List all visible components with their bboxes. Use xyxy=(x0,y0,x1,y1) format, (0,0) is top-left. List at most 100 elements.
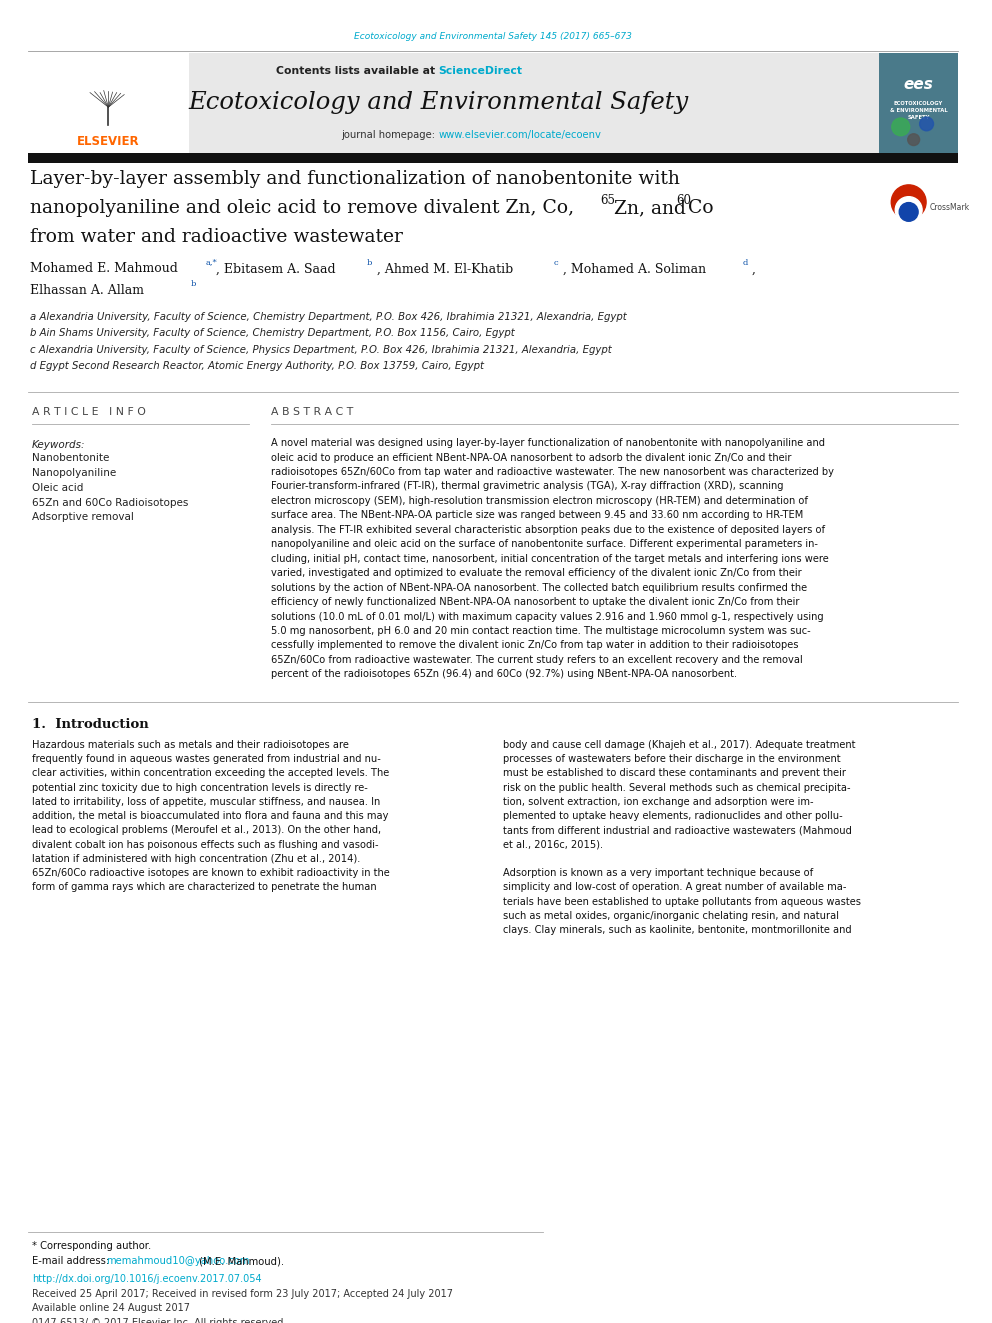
Text: CrossMark: CrossMark xyxy=(930,204,970,213)
Text: b: b xyxy=(367,258,372,266)
Text: electron microscopy (SEM), high-resolution transmission electron microscopy (HR-: electron microscopy (SEM), high-resoluti… xyxy=(272,496,808,505)
Text: radioisotopes 65Zn/60Co from tap water and radioactive wastewater. The new nanos: radioisotopes 65Zn/60Co from tap water a… xyxy=(272,467,834,478)
Text: divalent cobalt ion has poisonous effects such as flushing and vasodi-: divalent cobalt ion has poisonous effect… xyxy=(32,840,378,849)
Text: clear activities, within concentration exceeding the accepted levels. The: clear activities, within concentration e… xyxy=(32,769,389,778)
Text: simplicity and low-cost of operation. A great number of available ma-: simplicity and low-cost of operation. A … xyxy=(503,882,846,893)
Text: lated to irritability, loss of appetite, muscular stiffness, and nausea. In: lated to irritability, loss of appetite,… xyxy=(32,796,380,807)
Text: 65Zn/60Co from radioactive wastewater. The current study refers to an excellent : 65Zn/60Co from radioactive wastewater. T… xyxy=(272,655,804,665)
Text: risk on the public health. Several methods such as chemical precipita-: risk on the public health. Several metho… xyxy=(503,783,851,792)
Text: must be established to discard these contaminants and prevent their: must be established to discard these con… xyxy=(503,769,846,778)
Text: lead to ecological problems (Meroufel et al., 2013). On the other hand,: lead to ecological problems (Meroufel et… xyxy=(32,826,381,835)
Text: b: b xyxy=(190,280,196,288)
Text: ECOTOXICOLOGY
& ENVIRONMENTAL
SAFETY: ECOTOXICOLOGY & ENVIRONMENTAL SAFETY xyxy=(890,101,947,119)
Bar xyxy=(28,153,958,163)
Text: Ecotoxicology and Environmental Safety 145 (2017) 665–673: Ecotoxicology and Environmental Safety 1… xyxy=(354,32,632,41)
Text: nanopolyaniline and oleic acid to remove divalent Zn, Co,: nanopolyaniline and oleic acid to remove… xyxy=(30,198,574,217)
Text: Layer-by-layer assembly and functionalization of nanobentonite with: Layer-by-layer assembly and functionaliz… xyxy=(30,169,680,188)
Text: solutions (10.0 mL of 0.01 mol/L) with maximum capacity values 2.916 and 1.960 m: solutions (10.0 mL of 0.01 mol/L) with m… xyxy=(272,611,824,622)
Text: ELSEVIER: ELSEVIER xyxy=(77,135,140,148)
Text: from water and radioactive wastewater: from water and radioactive wastewater xyxy=(30,228,403,246)
Text: , Mohamed A. Soliman: , Mohamed A. Soliman xyxy=(562,262,706,275)
Text: surface area. The NBent-NPA-OA particle size was ranged between 9.45 and 33.60 n: surface area. The NBent-NPA-OA particle … xyxy=(272,511,804,520)
Text: * Corresponding author.: * Corresponding author. xyxy=(32,1241,151,1252)
Text: Keywords:: Keywords: xyxy=(32,441,85,450)
Text: plemented to uptake heavy elements, radionuclides and other pollu-: plemented to uptake heavy elements, radi… xyxy=(503,811,843,822)
Text: potential zinc toxicity due to high concentration levels is directly re-: potential zinc toxicity due to high conc… xyxy=(32,783,368,792)
Text: percent of the radioisotopes 65Zn (96.4) and 60Co (92.7%) using NBent-NPA-OA nan: percent of the radioisotopes 65Zn (96.4)… xyxy=(272,669,737,680)
Text: analysis. The FT-IR exhibited several characteristic absorption peaks due to the: analysis. The FT-IR exhibited several ch… xyxy=(272,525,825,534)
Text: Fourier-transform-infrared (FT-IR), thermal gravimetric analysis (TGA), X-ray di: Fourier-transform-infrared (FT-IR), ther… xyxy=(272,482,784,491)
Text: a Alexandria University, Faculty of Science, Chemistry Department, P.O. Box 426,: a Alexandria University, Faculty of Scie… xyxy=(30,312,627,321)
Text: 0147-6513/ © 2017 Elsevier Inc. All rights reserved.: 0147-6513/ © 2017 Elsevier Inc. All righ… xyxy=(32,1318,286,1323)
Text: varied, investigated and optimized to evaluate the removal efficiency of the div: varied, investigated and optimized to ev… xyxy=(272,568,803,578)
Bar xyxy=(28,53,188,153)
Circle shape xyxy=(908,134,920,146)
Text: 1.  Introduction: 1. Introduction xyxy=(32,718,149,732)
Text: Adsorption is known as a very important technique because of: Adsorption is known as a very important … xyxy=(503,868,813,878)
Text: Oleic acid: Oleic acid xyxy=(32,483,83,492)
Text: www.elsevier.com/locate/ecoenv: www.elsevier.com/locate/ecoenv xyxy=(438,130,601,140)
Text: Available online 24 August 2017: Available online 24 August 2017 xyxy=(32,1303,189,1314)
Text: terials have been established to uptake pollutants from aqueous wastes: terials have been established to uptake … xyxy=(503,897,861,906)
Text: c Alexandria University, Faculty of Science, Physics Department, P.O. Box 426, I: c Alexandria University, Faculty of Scie… xyxy=(30,344,612,355)
Text: nanopolyaniline and oleic acid on the surface of nanobentonite surface. Differen: nanopolyaniline and oleic acid on the su… xyxy=(272,540,818,549)
Circle shape xyxy=(920,116,933,131)
Text: , Ahmed M. El-Khatib: , Ahmed M. El-Khatib xyxy=(377,262,513,275)
Text: Received 25 April 2017; Received in revised form 23 July 2017; Accepted 24 July : Received 25 April 2017; Received in revi… xyxy=(32,1289,452,1299)
Text: ScienceDirect: ScienceDirect xyxy=(438,66,523,75)
Text: oleic acid to produce an efficient NBent-NPA-OA nanosorbent to adsorb the divale: oleic acid to produce an efficient NBent… xyxy=(272,452,792,463)
Text: et al., 2016c, 2015).: et al., 2016c, 2015). xyxy=(503,840,603,849)
Text: efficiency of newly functionalized NBent-NPA-OA nanosorbent to uptake the divale: efficiency of newly functionalized NBent… xyxy=(272,597,800,607)
Text: tants from different industrial and radioactive wastewaters (Mahmoud: tants from different industrial and radi… xyxy=(503,826,852,835)
Text: form of gamma rays which are characterized to penetrate the human: form of gamma rays which are characteriz… xyxy=(32,882,376,893)
Text: addition, the metal is bioaccumulated into flora and fauna and this may: addition, the metal is bioaccumulated in… xyxy=(32,811,388,822)
Text: A novel material was designed using layer-by-layer functionalization of nanobent: A novel material was designed using laye… xyxy=(272,438,825,448)
Text: Elhassan A. Allam: Elhassan A. Allam xyxy=(30,284,144,298)
Text: Hazardous materials such as metals and their radioisotopes are: Hazardous materials such as metals and t… xyxy=(32,740,349,750)
Text: ,: , xyxy=(752,262,756,275)
Text: A B S T R A C T: A B S T R A C T xyxy=(272,406,354,417)
Text: http://dx.doi.org/10.1016/j.ecoenv.2017.07.054: http://dx.doi.org/10.1016/j.ecoenv.2017.… xyxy=(32,1274,262,1283)
Circle shape xyxy=(899,202,919,221)
Text: cluding, initial pH, contact time, nanosorbent, initial concentration of the tar: cluding, initial pH, contact time, nanos… xyxy=(272,554,829,564)
Text: 65: 65 xyxy=(600,193,615,206)
Text: 65Zn and 60Co Radioisotopes: 65Zn and 60Co Radioisotopes xyxy=(32,497,188,508)
Text: (M.E. Mahmoud).: (M.E. Mahmoud). xyxy=(195,1257,284,1266)
Text: cessfully implemented to remove the divalent ionic Zn/Co from tap water in addit: cessfully implemented to remove the diva… xyxy=(272,640,799,651)
Text: a,*: a,* xyxy=(205,258,217,266)
Text: latation if administered with high concentration (Zhu et al., 2014).: latation if administered with high conce… xyxy=(32,853,360,864)
Text: 5.0 mg nanosorbent, pH 6.0 and 20 min contact reaction time. The multistage micr: 5.0 mg nanosorbent, pH 6.0 and 20 min co… xyxy=(272,626,811,636)
Text: E-mail address:: E-mail address: xyxy=(32,1257,112,1266)
Circle shape xyxy=(892,118,910,136)
Text: , Ebitasem A. Saad: , Ebitasem A. Saad xyxy=(215,262,335,275)
Circle shape xyxy=(895,197,923,224)
Text: Ecotoxicology and Environmental Safety: Ecotoxicology and Environmental Safety xyxy=(188,91,688,114)
Text: solutions by the action of NBent-NPA-OA nanosorbent. The collected batch equilib: solutions by the action of NBent-NPA-OA … xyxy=(272,582,807,593)
Circle shape xyxy=(891,185,927,220)
Text: Zn, and: Zn, and xyxy=(614,198,692,217)
Text: processes of wastewaters before their discharge in the environment: processes of wastewaters before their di… xyxy=(503,754,840,765)
Text: 60: 60 xyxy=(676,193,691,206)
Text: such as metal oxides, organic/inorganic chelating resin, and natural: such as metal oxides, organic/inorganic … xyxy=(503,912,839,921)
Text: d Egypt Second Research Reactor, Atomic Energy Authority, P.O. Box 13759, Cairo,: d Egypt Second Research Reactor, Atomic … xyxy=(30,361,484,370)
Text: b Ain Shams University, Faculty of Science, Chemistry Department, P.O. Box 1156,: b Ain Shams University, Faculty of Scien… xyxy=(30,328,515,339)
Bar xyxy=(28,53,958,153)
Text: Nanopolyaniline: Nanopolyaniline xyxy=(32,468,116,478)
Text: Nanobentonite: Nanobentonite xyxy=(32,454,109,463)
Text: Adsorptive removal: Adsorptive removal xyxy=(32,512,134,523)
Text: clays. Clay minerals, such as kaolinite, bentonite, montmorillonite and: clays. Clay minerals, such as kaolinite,… xyxy=(503,925,852,935)
Text: body and cause cell damage (Khajeh et al., 2017). Adequate treatment: body and cause cell damage (Khajeh et al… xyxy=(503,740,855,750)
Text: d: d xyxy=(743,258,748,266)
Text: Contents lists available at: Contents lists available at xyxy=(276,66,438,75)
Text: journal homepage:: journal homepage: xyxy=(341,130,438,140)
Text: Co: Co xyxy=(688,198,713,217)
Text: Mohamed E. Mahmoud: Mohamed E. Mahmoud xyxy=(30,262,178,275)
Text: c: c xyxy=(554,258,558,266)
Text: frequently found in aqueous wastes generated from industrial and nu-: frequently found in aqueous wastes gener… xyxy=(32,754,381,765)
Bar xyxy=(879,53,958,153)
Text: 65Zn/60Co radioactive isotopes are known to exhibit radioactivity in the: 65Zn/60Co radioactive isotopes are known… xyxy=(32,868,390,878)
Text: ees: ees xyxy=(904,77,933,93)
Text: tion, solvent extraction, ion exchange and adsorption were im-: tion, solvent extraction, ion exchange a… xyxy=(503,796,813,807)
Text: A R T I C L E   I N F O: A R T I C L E I N F O xyxy=(32,406,146,417)
Text: memahmoud10@yahoo.com: memahmoud10@yahoo.com xyxy=(106,1257,250,1266)
